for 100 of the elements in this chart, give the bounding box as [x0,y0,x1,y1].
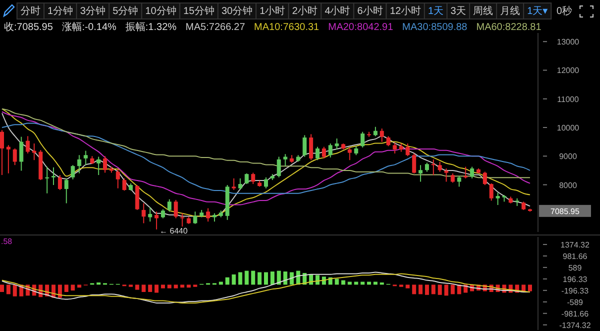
candlestick [464,166,468,179]
candlestick [276,156,281,178]
candlestick [470,166,474,179]
text: 5分钟 [112,5,138,17]
line-series [2,122,530,194]
text: 30分钟 [221,5,253,17]
candlestick [360,131,365,148]
y-tick-label: 8000 [559,180,578,190]
bar [174,284,178,288]
bar [438,284,442,295]
bar [380,282,384,285]
bar [232,274,236,285]
candlestick [482,171,487,186]
candlestick [496,192,500,206]
bar [406,284,410,288]
text: 1分钟 [48,5,74,17]
text: 7085.95 [550,206,580,216]
candlestick [135,184,140,210]
bar [160,284,165,288]
candlestick [52,166,56,186]
candlestick [122,178,126,192]
y-tick-label: 12000 [556,66,580,76]
bar [264,272,268,285]
y-tick-label: 13000 [556,38,580,47]
bar [367,282,372,285]
candlestick [96,156,101,176]
text: 15分钟 [183,5,214,17]
candlestick [19,136,24,172]
text: MA10:7630.31 [254,22,320,33]
candlestick [77,154,82,174]
candlestick [174,199,178,219]
annotation: .58 [1,237,13,246]
candlestick [444,168,448,182]
y-tick-label: 981.66 [562,252,588,261]
text: 2小时 [292,5,318,17]
text: MA20:8042.91 [328,22,394,33]
candlestick [412,152,416,174]
bar [431,284,436,294]
text: 1天▾ [527,6,548,17]
bar [418,284,423,294]
text: 分时 [20,5,40,17]
bar [77,284,82,288]
candlestick [238,178,242,190]
candlestick [457,176,462,188]
bar [283,272,288,285]
text: MA60:8228.81 [476,22,542,33]
candlestick [450,172,455,184]
bar [96,282,101,285]
candlestick [264,176,268,189]
candlestick [84,150,88,166]
y-tick-label: 196.33 [562,274,588,284]
bar [154,284,159,293]
candlestick [64,178,68,204]
bar [528,284,532,292]
bar [360,282,365,285]
bar [58,284,62,298]
candlestick [244,172,249,185]
y-tick-label: -589 [566,298,584,307]
candlestick [193,211,198,224]
y-tick-label: 11000 [557,94,580,104]
bar [412,284,416,294]
candlestick [418,164,423,182]
text: 收:7085.95 [4,22,54,33]
text: 0秒 [556,5,572,17]
candlestick [309,134,314,161]
bar [6,284,10,294]
text: 振幅:1.32% [125,21,177,33]
candlestick [116,168,120,189]
candlestick [148,206,152,222]
bar [290,272,294,285]
y-tick-label: 9000 [559,152,578,162]
candlestick [206,208,210,222]
candlestick [0,130,4,176]
text: 涨幅:-0.14% [62,21,117,33]
bar [424,284,429,295]
bar [218,282,223,285]
candlestick [251,172,256,185]
bar [225,277,230,285]
candlestick [348,146,352,161]
bar [251,270,256,285]
bar [167,284,172,288]
bar [348,282,352,285]
bar [341,280,346,285]
text: 4小时 [324,5,350,17]
bar [244,270,249,285]
bar [12,284,17,296]
candlestick [334,138,339,150]
text: 1小时 [260,5,286,17]
candlestick [12,148,17,166]
text: 12小时 [390,5,421,17]
candlestick [180,212,184,228]
candlestick [322,146,326,159]
bar [238,272,242,285]
bar [334,278,339,285]
candlestick [103,156,108,174]
candlestick [58,174,62,190]
bar [276,270,281,285]
bar [70,284,75,291]
y-tick-label: -1374.32 [559,320,592,330]
text: 3天 [450,6,466,17]
